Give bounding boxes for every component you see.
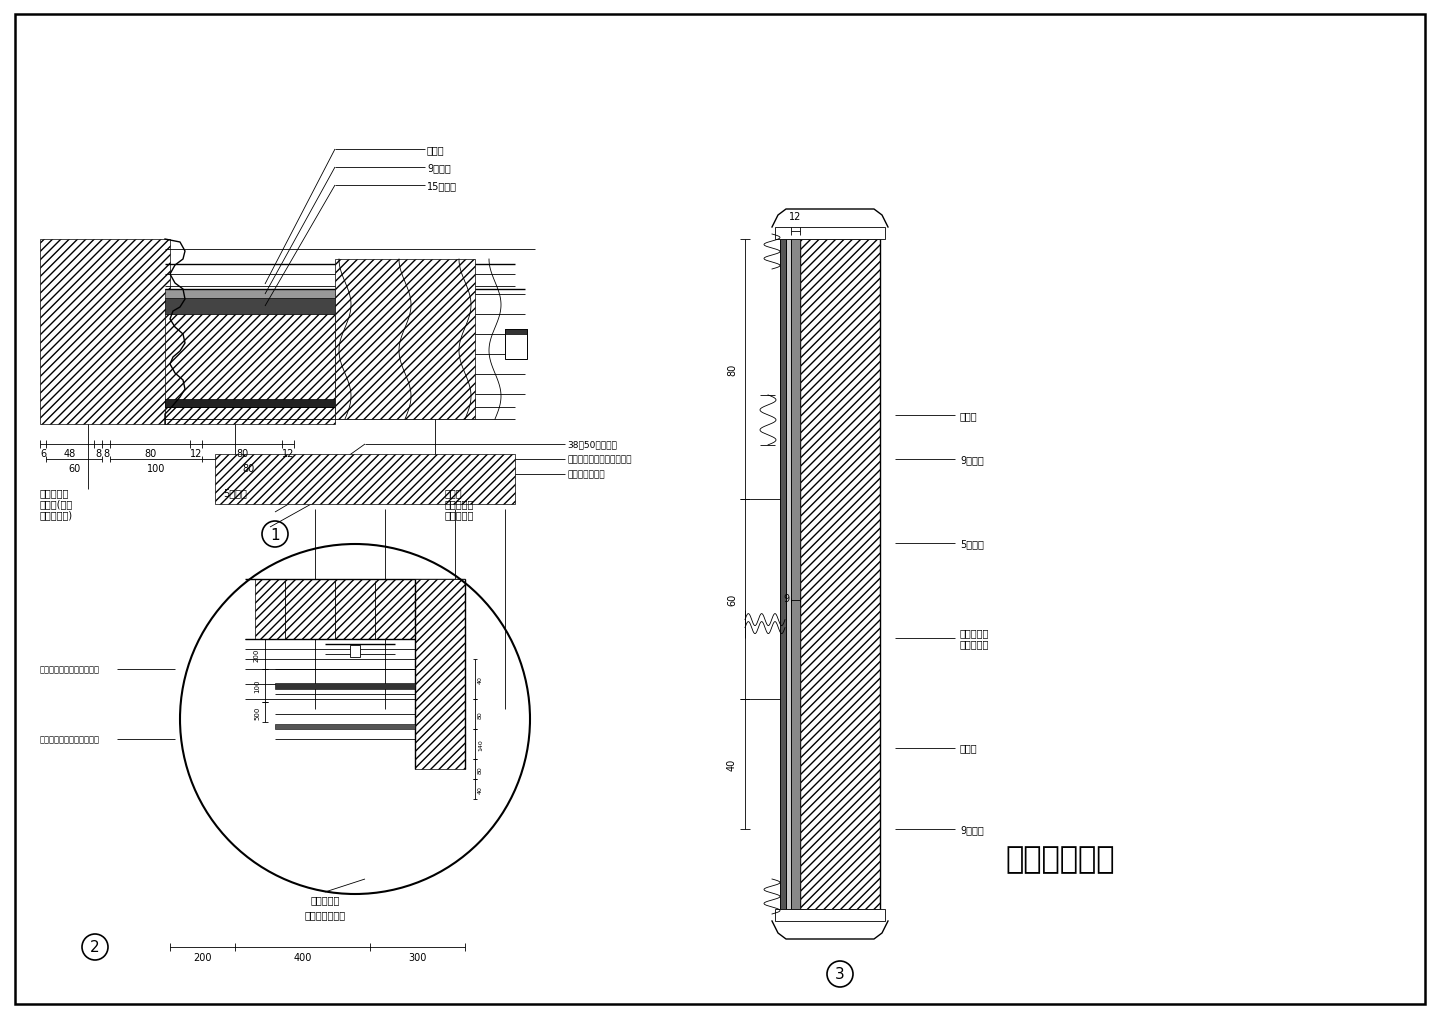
Text: 48: 48 [63, 448, 76, 459]
Bar [791, 239, 801, 909]
Bar [166, 399, 475, 408]
Text: 厚夹板(根据: 厚夹板(根据 [40, 498, 73, 508]
Text: 60: 60 [727, 593, 737, 605]
Text: 80: 80 [478, 710, 482, 718]
Text: 15厚夹板: 15厚夹板 [428, 180, 456, 191]
Text: 油红漆饰面: 油红漆饰面 [445, 510, 474, 520]
Text: 500: 500 [253, 705, 261, 719]
Bar [786, 239, 791, 909]
Text: 9: 9 [783, 593, 789, 603]
Text: 12: 12 [190, 448, 202, 459]
Bar [166, 315, 336, 425]
Bar [780, 239, 786, 909]
Text: 100: 100 [147, 464, 166, 474]
Text: 12: 12 [282, 448, 294, 459]
Text: 纸面石膏板: 纸面石膏板 [310, 894, 340, 904]
Bar [336, 260, 475, 420]
Bar [215, 454, 516, 504]
Bar [275, 725, 415, 730]
Bar [255, 580, 455, 639]
Text: 红樟木饰面: 红樟木饰面 [40, 487, 69, 497]
Text: 80: 80 [236, 448, 248, 459]
Text: 实木线: 实木线 [445, 487, 462, 497]
Text: 实木线: 实木线 [428, 145, 445, 155]
Text: 木龙骨防火处理: 木龙骨防火处理 [567, 470, 605, 479]
Text: 40: 40 [478, 786, 482, 793]
Text: 80: 80 [242, 464, 253, 474]
Text: 200: 200 [253, 648, 261, 661]
Text: 400: 400 [294, 952, 311, 962]
Text: 9厚夹板: 9厚夹板 [960, 455, 984, 465]
Text: 9厚夹板: 9厚夹板 [428, 163, 451, 173]
Bar [166, 299, 384, 315]
Bar [350, 645, 360, 657]
Text: 红樟木饰面: 红樟木饰面 [445, 498, 474, 508]
Text: 38配50轻钢龙骨: 38配50轻钢龙骨 [567, 440, 616, 449]
Text: 墙裙定厚度): 墙裙定厚度) [40, 510, 73, 520]
Text: 8: 8 [102, 448, 109, 459]
Bar [775, 228, 886, 239]
Bar [275, 684, 415, 689]
Text: 80: 80 [144, 448, 156, 459]
Text: 石膏顶插线白色乳胶漆饰面: 石膏顶插线白色乳胶漆饰面 [40, 664, 99, 674]
Text: 200: 200 [193, 952, 212, 962]
Bar [775, 909, 886, 921]
Text: 2: 2 [91, 940, 99, 955]
Text: 80: 80 [478, 765, 482, 773]
Text: 5厚夹板: 5厚夹板 [223, 487, 246, 497]
Text: 9厚夹板: 9厚夹板 [960, 824, 984, 835]
Bar [166, 289, 395, 299]
Text: 1: 1 [271, 527, 279, 542]
Text: 6: 6 [40, 448, 46, 459]
Text: 60: 60 [68, 464, 81, 474]
Bar [505, 330, 527, 334]
Text: 石膏顶插线白色乳胶漆饰面: 石膏顶插线白色乳胶漆饰面 [567, 455, 632, 464]
Text: 红樟木饰面
油红漆饰面: 红樟木饰面 油红漆饰面 [960, 627, 989, 649]
Text: 实木线: 实木线 [960, 743, 978, 753]
Text: 40: 40 [727, 758, 737, 770]
Bar [505, 330, 527, 360]
Text: 140: 140 [478, 739, 482, 750]
Text: 白色乳胶漆饰面: 白色乳胶漆饰面 [304, 909, 346, 919]
Text: 12: 12 [789, 212, 802, 222]
Bar [801, 239, 880, 909]
Text: 5厚夹板: 5厚夹板 [960, 539, 984, 549]
Text: 纸面石膏板白色乳胶漆饰面: 纸面石膏板白色乳胶漆饰面 [40, 735, 99, 744]
Bar [40, 239, 170, 425]
Text: 40: 40 [478, 676, 482, 684]
Text: 300: 300 [409, 952, 426, 962]
Text: 大厅节点详图: 大厅节点详图 [1005, 845, 1115, 873]
Text: 3: 3 [835, 967, 845, 981]
Text: 实木线: 实木线 [960, 411, 978, 421]
Text: 100: 100 [253, 679, 261, 693]
Text: 8: 8 [95, 448, 101, 459]
Text: 80: 80 [727, 364, 737, 376]
Bar [415, 580, 465, 769]
